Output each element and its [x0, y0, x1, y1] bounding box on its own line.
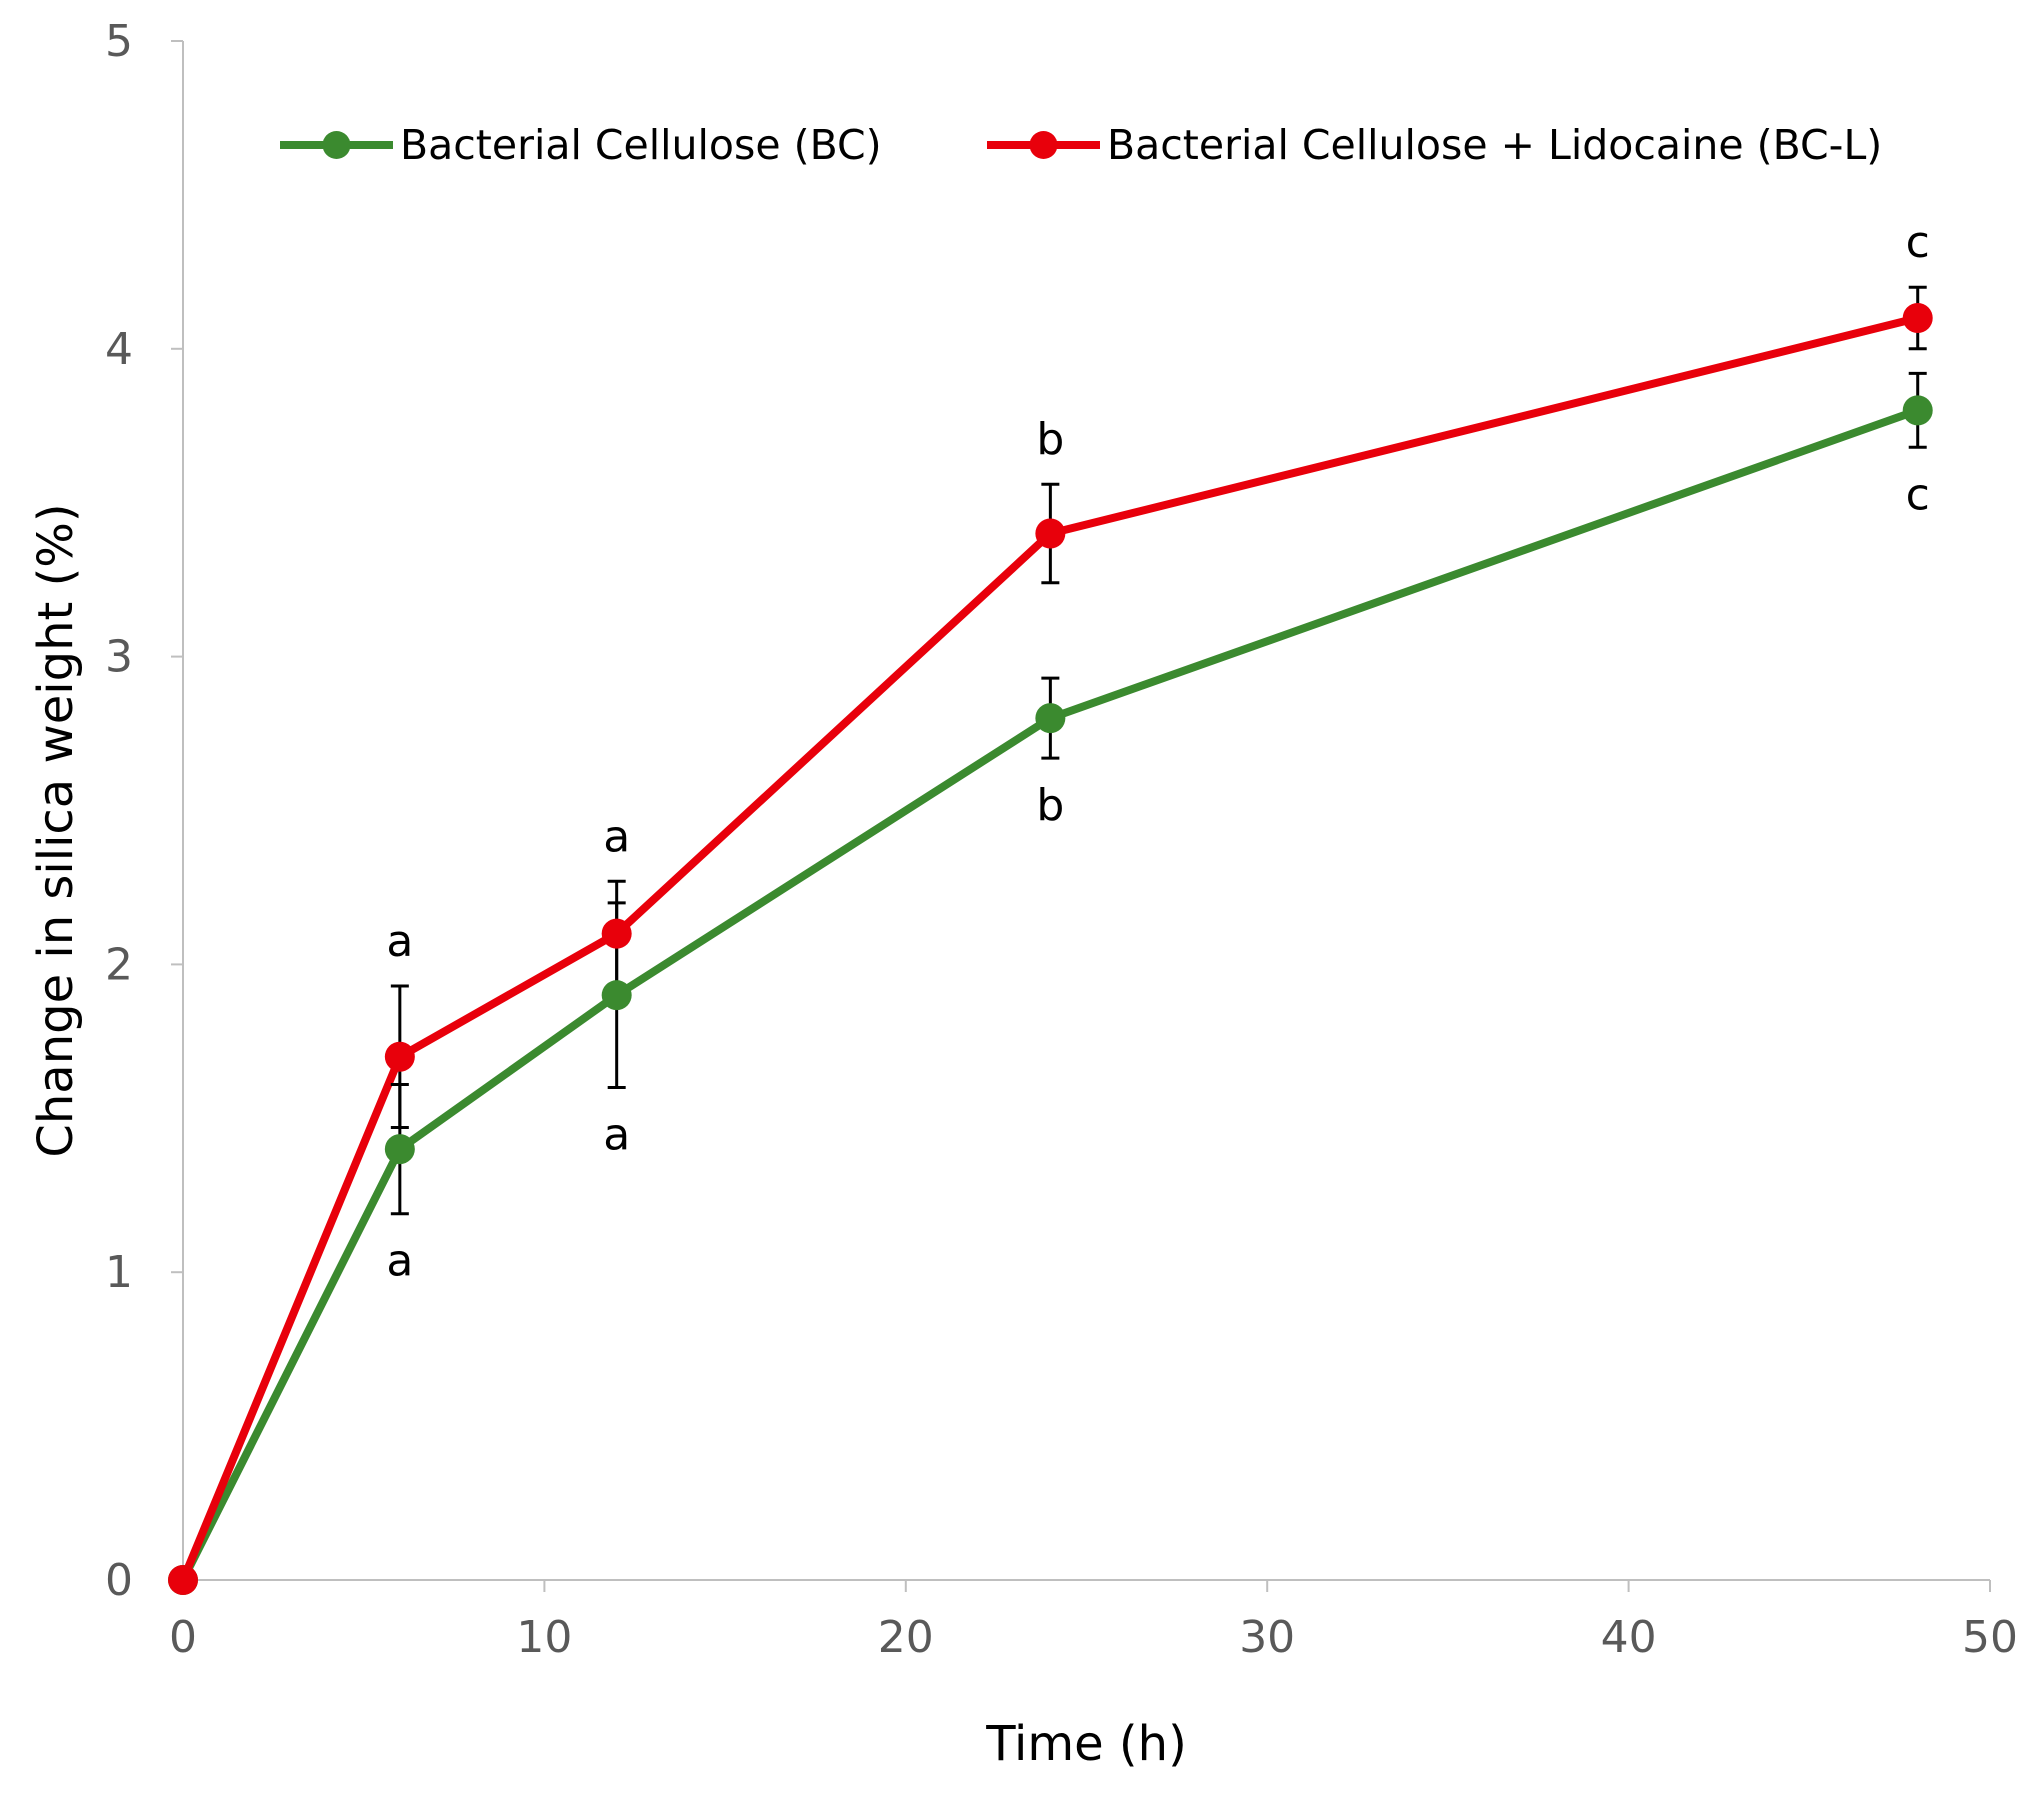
data-point: [1902, 395, 1933, 426]
legend-label-bc: Bacterial Cellulose (BC): [400, 121, 882, 169]
x-tick-label: 0: [169, 1612, 197, 1663]
legend-marker-bc: [322, 131, 351, 159]
data-label: a: [386, 1236, 413, 1287]
markers-bc-l: [168, 303, 1933, 1595]
x-axis-title: Time (h): [985, 1716, 1187, 1772]
data-point: [601, 980, 632, 1011]
legend-marker-bc-l: [1029, 131, 1058, 159]
data-label: a: [603, 811, 630, 862]
legend: Bacterial Cellulose (BC) Bacterial Cellu…: [280, 121, 1882, 169]
data-label: c: [1906, 469, 1930, 520]
data-point: [1035, 518, 1066, 549]
data-point: [384, 1041, 415, 1072]
significance-labels-bc: a a b c: [386, 469, 1929, 1286]
y-tick-label: 3: [105, 632, 133, 683]
significance-labels-bc-l: a a b c: [386, 217, 1929, 967]
data-point: [1902, 303, 1933, 334]
data-label: a: [603, 1110, 630, 1161]
data-label: b: [1036, 780, 1064, 831]
series-bc: [179, 406, 1922, 1584]
y-tick-label: 0: [105, 1555, 133, 1606]
data-point: [384, 1134, 415, 1165]
legend-label-bc-l: Bacterial Cellulose + Lidocaine (BC-L): [1107, 121, 1882, 169]
y-tick-label: 2: [105, 939, 133, 990]
data-point: [168, 1565, 198, 1595]
error-bars-bc: [390, 371, 1927, 1216]
x-tick-label: 40: [1601, 1612, 1657, 1663]
y-tick-label: 4: [105, 324, 133, 375]
x-tick-label: 10: [516, 1612, 572, 1663]
x-tick-label: 30: [1239, 1612, 1295, 1663]
x-axis-ticks: 0 10 20 30 40 50: [169, 1580, 2018, 1663]
series-layer: a a b c a a b c: [168, 217, 1933, 1595]
legend-item-bc-l: Bacterial Cellulose + Lidocaine (BC-L): [987, 121, 1882, 169]
data-point: [601, 918, 632, 949]
data-label: a: [386, 916, 413, 967]
y-axis-ticks: 0 1 2 3 4 5: [105, 16, 183, 1606]
x-tick-label: 50: [1962, 1612, 2018, 1663]
data-point: [1035, 703, 1066, 734]
y-tick-label: 5: [105, 16, 133, 67]
x-tick-label: 20: [878, 1612, 934, 1663]
axes: [182, 41, 1990, 1581]
y-axis-title: Change in silica weight (%): [28, 503, 84, 1157]
y-tick-label: 1: [105, 1247, 133, 1298]
data-label: b: [1036, 414, 1064, 465]
series-line: [179, 406, 1922, 1584]
legend-item-bc: Bacterial Cellulose (BC): [280, 121, 882, 169]
data-label: c: [1906, 217, 1930, 268]
